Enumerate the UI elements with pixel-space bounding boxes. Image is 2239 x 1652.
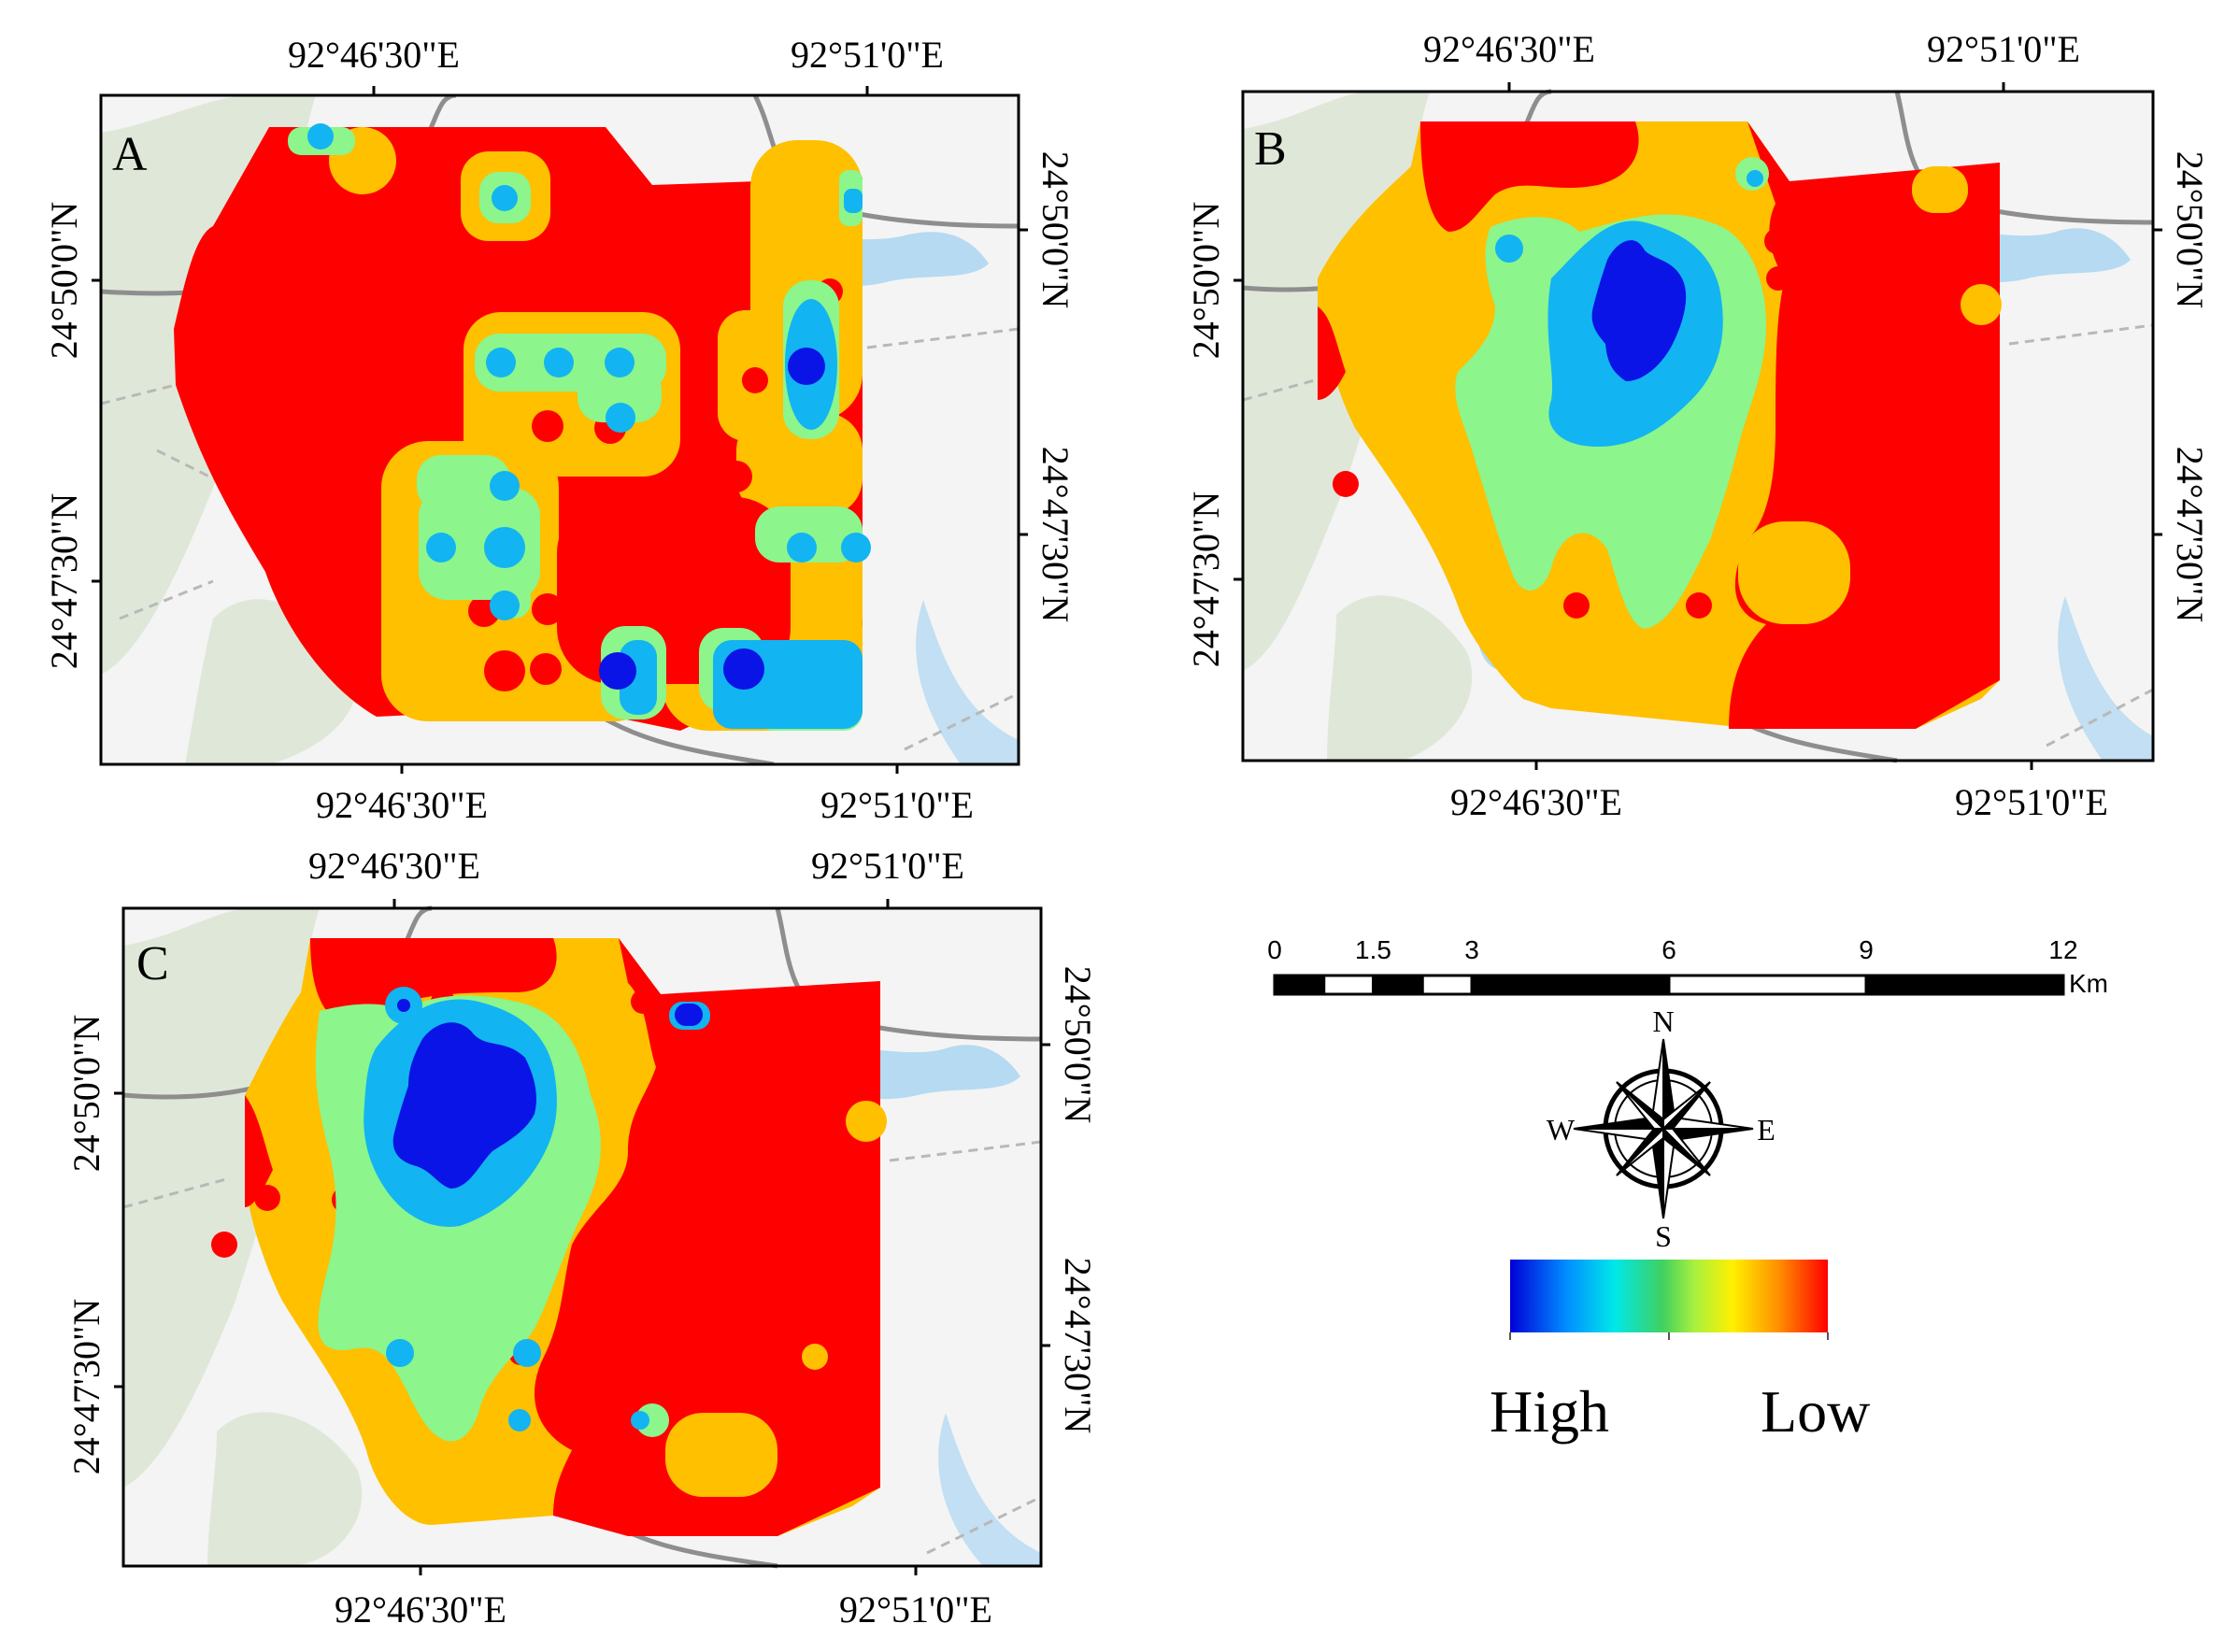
panel-c-lon-top-2: 92°51'0"E	[811, 845, 964, 887]
panel-c-lon-bottom-1: 92°46'30"E	[335, 1588, 506, 1631]
panel-b-lat-left-2: 24°47'30"N	[1185, 491, 1227, 667]
panel-b-interpolated-surface	[1318, 121, 2002, 729]
scale-bar-segment	[1667, 974, 1868, 996]
scale-bar-tick-label: 1.5	[1355, 935, 1391, 964]
panel-a-lat-right-2: 24°47'30"N	[1034, 447, 1077, 622]
panel-b-lon-bottom-1: 92°46'30"E	[1450, 781, 1622, 823]
panel-a-lon-bottom-1: 92°46'30"E	[316, 784, 488, 826]
panel-c-interpolated-surface	[211, 938, 887, 1536]
panel-b-lat-right-1: 24°50'0"N	[2169, 151, 2211, 308]
legend-gradient-bar	[1510, 1260, 1828, 1332]
panel-a-label: A	[112, 128, 148, 181]
panel-c-lat-right-2: 24°47'30"N	[1057, 1258, 1099, 1433]
panel-c-lat-left-1: 24°50'0"N	[65, 1015, 107, 1172]
panel-b-label: B	[1254, 122, 1287, 176]
panel-a-lon-top-1: 92°46'30"E	[288, 34, 460, 76]
scale-bar-segment	[1372, 974, 1424, 996]
panel-a-lat-left-2: 24°47'30"N	[43, 493, 85, 669]
panel-c-label: C	[136, 937, 169, 990]
scale-bar-segment	[1864, 974, 2065, 996]
north-arrow-compass-icon: N S E W	[1547, 1004, 1776, 1253]
compass-s: S	[1655, 1219, 1672, 1253]
panel-b-lon-top-1: 92°46'30"E	[1423, 28, 1595, 70]
panel-b-graticule: 92°46'30"E 92°51'0"E 92°46'30"E 92°51'0"…	[1185, 28, 2211, 823]
panel-b-lon-top-2: 92°51'0"E	[1927, 28, 2080, 70]
color-legend: High Low	[1490, 1260, 1870, 1445]
compass-n: N	[1652, 1004, 1674, 1038]
compass-w: W	[1547, 1113, 1576, 1146]
map-panel-c: C	[121, 905, 1043, 1569]
scale-bar: 0 1.5 3 6 9 12 Km	[1267, 935, 2108, 998]
panel-a-lon-top-2: 92°51'0"E	[791, 34, 944, 76]
scale-bar-segment	[1322, 974, 1375, 996]
scale-bar-segment	[1273, 974, 1326, 996]
scale-bar-tick-label: 0	[1267, 935, 1282, 964]
legend-high-label: High	[1490, 1378, 1609, 1445]
scale-bar-tick-label: 6	[1661, 935, 1676, 964]
scale-bar-tick-label: 9	[1859, 935, 1874, 964]
panel-c-lon-bottom-2: 92°51'0"E	[839, 1588, 992, 1631]
panel-a-graticule: 92°46'30"E 92°51'0"E 92°46'30"E 92°51'0"…	[43, 34, 1077, 826]
scale-bar-tick-label: 12	[2048, 935, 2077, 964]
panel-b-lat-left-1: 24°50'0"N	[1185, 202, 1227, 359]
compass-e: E	[1757, 1113, 1776, 1146]
panel-b-lat-right-2: 24°47'30"N	[2169, 447, 2211, 622]
panel-c-lat-right-1: 24°50'0"N	[1057, 966, 1099, 1123]
scale-bar-segment	[1420, 974, 1474, 996]
panel-a-lat-left-1: 24°50'0"N	[43, 202, 85, 359]
panel-a-lat-right-1: 24°50'0"N	[1034, 151, 1077, 308]
panel-a-lon-bottom-2: 92°51'0"E	[820, 784, 974, 826]
panel-c-lon-top-1: 92°46'30"E	[308, 845, 480, 887]
scale-bar-unit: Km	[2069, 969, 2108, 998]
panel-b-lon-bottom-2: 92°51'0"E	[1955, 781, 2108, 823]
panel-c-lat-left-2: 24°47'30"N	[65, 1299, 107, 1474]
panel-a-interpolated-surface	[174, 123, 871, 731]
legend-low-label: Low	[1761, 1378, 1870, 1445]
map-panel-b: B	[1241, 89, 2155, 763]
panel-c-graticule: 92°46'30"E 92°51'0"E 92°46'30"E 92°51'0"…	[65, 845, 1099, 1631]
scale-bar-segment	[1470, 974, 1671, 996]
scale-bar-tick-label: 3	[1464, 935, 1479, 964]
map-panel-a: A	[99, 93, 1020, 766]
